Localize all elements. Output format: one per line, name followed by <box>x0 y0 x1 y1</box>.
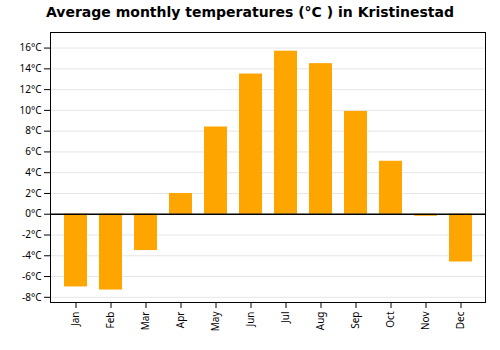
svg-text:Jun: Jun <box>243 312 257 328</box>
svg-text:8°C: 8°C <box>25 123 42 137</box>
svg-text:Feb: Feb <box>103 312 117 329</box>
svg-text:-4°C: -4°C <box>22 248 42 262</box>
svg-text:Dec: Dec <box>453 311 467 329</box>
svg-text:4°C: 4°C <box>25 165 42 179</box>
html-text:Average monthly temperatures (: Average monthly temperatures (°C ) in Kr… <box>46 4 454 20</box>
svg-text:Nov: Nov <box>418 311 432 330</box>
svg-text:12°C: 12°C <box>19 82 42 96</box>
svg-text:0°C: 0°C <box>25 206 42 220</box>
svg-text:Mar: Mar <box>138 312 152 331</box>
svg-text:Oct: Oct <box>383 311 397 328</box>
svg-text:2°C: 2°C <box>25 186 42 200</box>
svg-text:14°C: 14°C <box>19 61 42 75</box>
svg-text:Jul: Jul <box>278 312 292 325</box>
svg-text:-6°C: -6°C <box>22 269 42 283</box>
svg-text:16°C: 16°C <box>19 40 42 54</box>
svg-text:-8°C: -8°C <box>22 290 42 304</box>
svg-text:Apr: Apr <box>173 312 187 329</box>
svg-text:-2°C: -2°C <box>22 227 42 241</box>
svg-text:6°C: 6°C <box>25 144 42 158</box>
svg-text:Sep: Sep <box>348 312 362 329</box>
svg-text:10°C: 10°C <box>19 103 42 117</box>
svg-text:May: May <box>208 311 222 332</box>
svg-text:Jan: Jan <box>68 312 82 328</box>
svg-text:Aug: Aug <box>313 312 327 331</box>
